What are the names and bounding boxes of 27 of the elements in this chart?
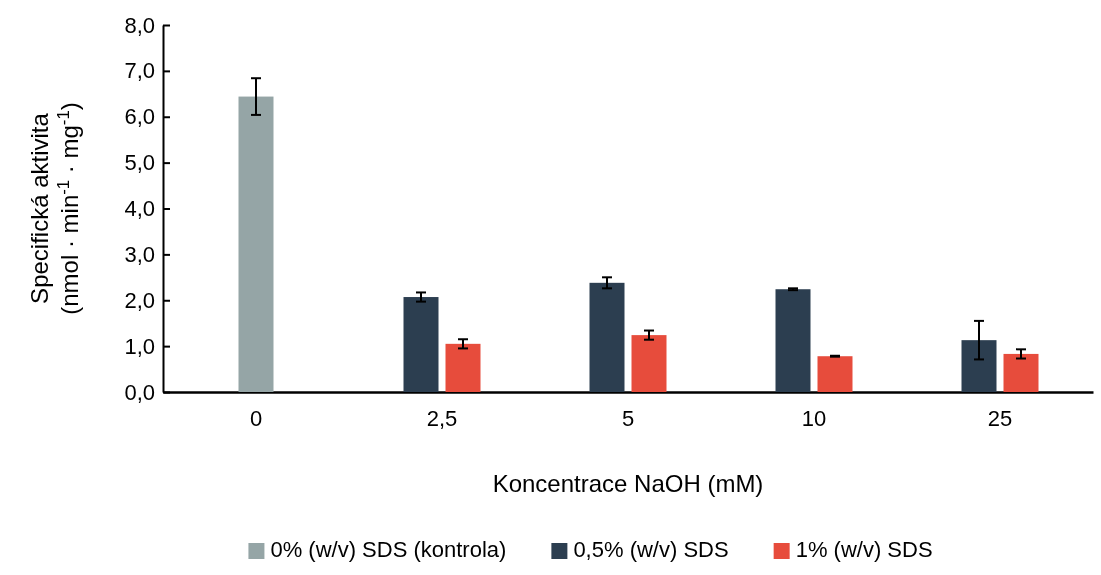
bar xyxy=(589,282,625,392)
bar xyxy=(817,356,853,392)
x-tick-label: 5 xyxy=(621,405,635,431)
x-tick-label: 10 xyxy=(801,405,827,431)
x-tick-label: 0 xyxy=(249,405,263,431)
bar xyxy=(445,343,481,392)
y-tick-label: 8,0 xyxy=(124,12,155,38)
y-tick-label: 5,0 xyxy=(124,150,155,176)
bar xyxy=(631,335,667,392)
y-tick-label: 6,0 xyxy=(124,104,155,130)
bar xyxy=(238,96,274,392)
y-tick-label: 2,0 xyxy=(124,287,155,313)
bar xyxy=(403,297,439,392)
bar xyxy=(961,340,997,392)
y-tick-label: 0,0 xyxy=(124,379,155,405)
legend-label: 0% (w/v) SDS (kontrola) xyxy=(270,537,507,562)
legend-label: 1% (w/v) SDS xyxy=(795,537,933,562)
x-tick-label: 25 xyxy=(987,405,1013,431)
x-axis-title: Koncentrace NaOH (mM) xyxy=(492,470,764,497)
y-tick-label: 1,0 xyxy=(124,333,155,359)
y-tick-label: 3,0 xyxy=(124,241,155,267)
legend-label: 0,5% (w/v) SDS xyxy=(573,537,729,562)
bar xyxy=(1003,353,1039,392)
y-tick-label: 7,0 xyxy=(124,58,155,84)
x-tick-label: 2,5 xyxy=(426,405,458,431)
bar xyxy=(775,289,811,392)
y-tick-label: 4,0 xyxy=(124,196,155,222)
